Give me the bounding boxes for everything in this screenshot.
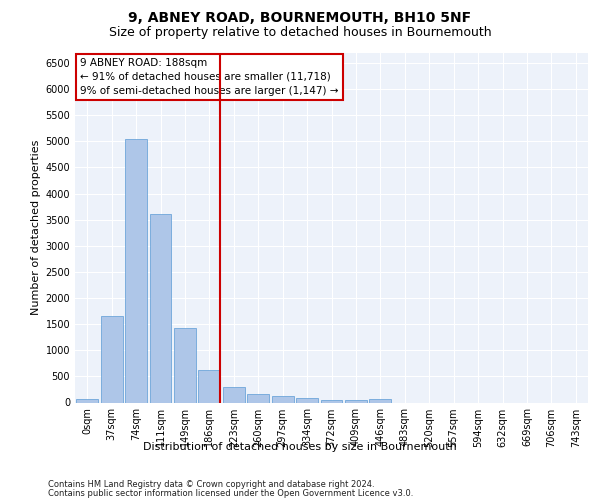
Bar — [320, 400, 343, 402]
Bar — [272, 396, 293, 402]
Text: 9 ABNEY ROAD: 188sqm
← 91% of detached houses are smaller (11,718)
9% of semi-de: 9 ABNEY ROAD: 188sqm ← 91% of detached h… — [80, 58, 338, 96]
Bar — [125, 138, 147, 402]
Text: Contains HM Land Registry data © Crown copyright and database right 2024.: Contains HM Land Registry data © Crown c… — [48, 480, 374, 489]
Bar — [101, 316, 122, 402]
Bar — [247, 394, 269, 402]
Y-axis label: Number of detached properties: Number of detached properties — [31, 140, 41, 315]
Bar — [345, 400, 367, 402]
Text: Distribution of detached houses by size in Bournemouth: Distribution of detached houses by size … — [143, 442, 457, 452]
Bar — [174, 328, 196, 402]
Bar — [76, 398, 98, 402]
Bar — [199, 370, 220, 402]
Bar — [296, 398, 318, 402]
Bar — [223, 387, 245, 402]
Text: 9, ABNEY ROAD, BOURNEMOUTH, BH10 5NF: 9, ABNEY ROAD, BOURNEMOUTH, BH10 5NF — [128, 11, 472, 25]
Text: Size of property relative to detached houses in Bournemouth: Size of property relative to detached ho… — [109, 26, 491, 39]
Bar — [149, 214, 172, 402]
Text: Contains public sector information licensed under the Open Government Licence v3: Contains public sector information licen… — [48, 489, 413, 498]
Bar — [370, 400, 391, 402]
